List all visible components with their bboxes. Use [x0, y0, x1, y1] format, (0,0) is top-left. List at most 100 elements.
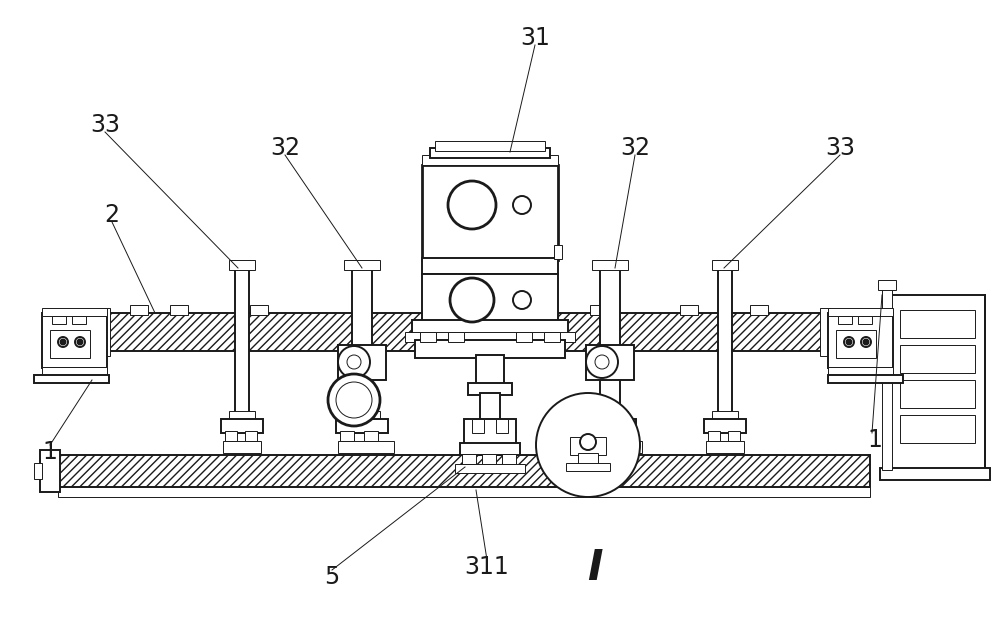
- Bar: [900, 415, 975, 443]
- Text: I: I: [587, 547, 603, 589]
- Bar: [878, 280, 896, 290]
- Bar: [544, 332, 560, 342]
- Circle shape: [586, 346, 618, 378]
- Bar: [462, 454, 476, 464]
- Bar: [338, 441, 394, 453]
- Bar: [828, 375, 903, 383]
- Bar: [828, 313, 893, 368]
- Bar: [107, 313, 427, 351]
- Bar: [820, 308, 830, 356]
- Text: 2: 2: [105, 203, 120, 227]
- Bar: [712, 411, 738, 421]
- Bar: [42, 313, 107, 368]
- Bar: [880, 468, 990, 480]
- Bar: [420, 332, 436, 342]
- Bar: [40, 450, 60, 492]
- Bar: [900, 380, 975, 408]
- Bar: [482, 454, 496, 464]
- Bar: [245, 431, 257, 441]
- Bar: [472, 419, 484, 433]
- Bar: [600, 268, 620, 413]
- Bar: [480, 393, 500, 421]
- Bar: [58, 455, 870, 487]
- Bar: [58, 487, 870, 497]
- Bar: [34, 375, 109, 383]
- Bar: [448, 332, 464, 342]
- Circle shape: [580, 434, 596, 450]
- Bar: [502, 454, 516, 464]
- Bar: [836, 330, 876, 358]
- Bar: [900, 310, 975, 338]
- Text: 32: 32: [270, 136, 300, 160]
- Bar: [422, 258, 558, 274]
- Bar: [364, 431, 378, 441]
- Bar: [496, 419, 508, 433]
- Text: 33: 33: [825, 136, 855, 160]
- Bar: [554, 245, 562, 259]
- Bar: [336, 419, 388, 433]
- Circle shape: [338, 346, 370, 378]
- Circle shape: [861, 337, 871, 347]
- Circle shape: [328, 374, 380, 426]
- Bar: [455, 464, 525, 473]
- Circle shape: [347, 355, 361, 369]
- Bar: [728, 431, 740, 441]
- Text: 1: 1: [868, 428, 882, 452]
- Bar: [828, 308, 893, 316]
- Circle shape: [75, 337, 85, 347]
- Bar: [235, 268, 249, 413]
- Text: 31: 31: [520, 26, 550, 50]
- Bar: [750, 305, 768, 315]
- Bar: [225, 431, 237, 441]
- Bar: [435, 141, 545, 151]
- Text: 33: 33: [90, 113, 120, 137]
- Circle shape: [448, 181, 496, 229]
- Bar: [590, 305, 608, 315]
- Circle shape: [58, 337, 68, 347]
- Circle shape: [513, 291, 531, 309]
- Circle shape: [61, 339, 66, 344]
- Bar: [555, 313, 825, 351]
- Bar: [422, 165, 558, 260]
- Bar: [221, 419, 263, 433]
- Bar: [250, 305, 268, 315]
- Bar: [340, 431, 354, 441]
- Bar: [344, 260, 380, 270]
- Bar: [586, 441, 642, 453]
- Text: 1: 1: [43, 440, 57, 464]
- Bar: [584, 419, 636, 433]
- Bar: [586, 345, 634, 380]
- Bar: [415, 340, 565, 358]
- Bar: [352, 268, 372, 413]
- Bar: [464, 419, 516, 445]
- Bar: [223, 441, 261, 453]
- Circle shape: [536, 393, 640, 497]
- Bar: [828, 367, 893, 375]
- Bar: [680, 305, 698, 315]
- Bar: [708, 431, 720, 441]
- Bar: [706, 441, 744, 453]
- Bar: [592, 411, 628, 421]
- Circle shape: [595, 355, 609, 369]
- Bar: [858, 316, 872, 324]
- Bar: [338, 345, 386, 380]
- Bar: [460, 443, 520, 455]
- Bar: [42, 367, 107, 375]
- Circle shape: [846, 339, 851, 344]
- Bar: [229, 260, 255, 270]
- Bar: [405, 332, 575, 342]
- Bar: [882, 285, 892, 470]
- Bar: [612, 431, 626, 441]
- Bar: [430, 148, 550, 158]
- Bar: [588, 431, 602, 441]
- Bar: [344, 411, 380, 421]
- Bar: [718, 268, 732, 413]
- Bar: [476, 355, 504, 385]
- Text: 311: 311: [465, 555, 509, 579]
- Bar: [422, 274, 558, 324]
- Bar: [170, 305, 188, 315]
- Bar: [50, 330, 90, 358]
- Bar: [570, 437, 606, 455]
- Bar: [422, 155, 558, 165]
- Text: 32: 32: [620, 136, 650, 160]
